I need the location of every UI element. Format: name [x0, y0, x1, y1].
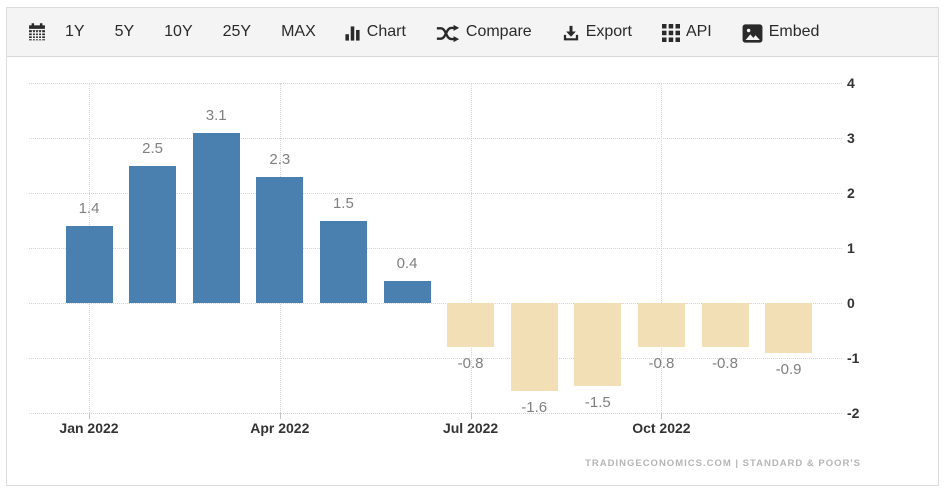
chart-button[interactable]: Chart: [344, 23, 406, 41]
x-tick-label: Apr 2022: [250, 420, 310, 436]
calendar-button[interactable]: [27, 22, 51, 42]
range-button-10y[interactable]: 10Y: [164, 23, 193, 40]
y-tick-label: 0: [847, 295, 855, 311]
bar-jan-2022[interactable]: [65, 226, 113, 303]
chart-panel: 1Y 5Y 10Y 25Y MAX Chart Compare Export API Embed…: [6, 7, 939, 486]
calendar-icon: [27, 22, 47, 42]
bar-value-label: -1.5: [584, 393, 611, 411]
action-buttons: Chart Compare Export API Embed: [344, 23, 820, 43]
bar-value-label: -0.9: [775, 360, 802, 378]
bar-dec-2022[interactable]: [765, 303, 813, 353]
gridline-y--1: [29, 358, 842, 359]
bar-chart-icon: [344, 25, 361, 42]
bar-value-label: -1.6: [521, 399, 548, 416]
bar-mar-2022[interactable]: [192, 132, 240, 303]
bar-value-label: 2.5: [142, 139, 164, 157]
gridline-y--2: [29, 413, 842, 414]
gridline-y-0: [29, 303, 842, 304]
x-axis-tick: [89, 413, 90, 419]
y-tick-label: 4: [847, 75, 855, 91]
bar-feb-2022[interactable]: [129, 165, 177, 303]
y-axis-labels: 4 3 2 1 0 -1 -2: [847, 75, 887, 421]
gridline-y-2: [29, 193, 842, 194]
y-tick-label: 1: [847, 240, 855, 256]
bar-value-label: 2.3: [269, 150, 291, 168]
bar-apr-2022[interactable]: [256, 176, 304, 303]
x-tick-label: Jul 2022: [442, 420, 499, 436]
export-label: Export: [585, 23, 632, 40]
range-button-25y[interactable]: 25Y: [222, 23, 252, 40]
bar-jun-2022[interactable]: [383, 281, 431, 303]
bar-nov-2022[interactable]: [701, 303, 749, 347]
gridline-y-3: [29, 138, 842, 139]
gridline-y-1: [29, 248, 842, 249]
toolbar: 1Y 5Y 10Y 25Y MAX Chart Compare Export API Embed: [7, 8, 938, 57]
y-tick-label: -2: [847, 405, 860, 421]
x-tick-label: Jan 2022: [59, 420, 119, 436]
range-buttons: 1Y 5Y 10Y 25Y MAX: [65, 23, 316, 41]
bar-aug-2022[interactable]: [510, 303, 558, 391]
shuffle-icon: [436, 24, 460, 43]
chart-area: Jan 2022 Apr 2022 Jul 2022 Oct 2022 1.4 2.5 3.…: [7, 57, 938, 485]
x-axis-tick: [470, 413, 472, 419]
export-button[interactable]: Export: [562, 23, 632, 41]
api-button[interactable]: API: [661, 23, 712, 42]
attribution: TRADINGECONOMICS.COM | STANDARD & POOR'S: [585, 458, 861, 469]
bar-value-label: 1.5: [332, 194, 354, 212]
gridline-y-4: [29, 83, 842, 84]
embed-label: Embed: [768, 23, 820, 40]
y-tick-label: 2: [847, 185, 855, 201]
bar-value-label: 3.1: [205, 106, 227, 124]
bar-value-label: 0.4: [396, 255, 418, 272]
bar-value-label: -0.8: [648, 355, 675, 372]
x-tick-label: Oct 2022: [632, 420, 691, 436]
bar-jul-2022[interactable]: [447, 303, 495, 347]
range-button-5y[interactable]: 5Y: [114, 23, 135, 40]
image-icon: [742, 23, 763, 43]
y-tick-label: -1: [847, 350, 860, 366]
bar-sep-2022[interactable]: [574, 303, 622, 386]
bar-may-2022[interactable]: [319, 220, 367, 303]
compare-button[interactable]: Compare: [436, 23, 532, 42]
chart-label: Chart: [366, 23, 406, 40]
bar-oct-2022[interactable]: [637, 303, 685, 347]
gridline-x: [661, 83, 663, 413]
download-icon: [562, 24, 580, 42]
plot-area: Jan 2022 Apr 2022 Jul 2022 Oct 2022 1.4 2.5 3.…: [29, 83, 842, 436]
x-axis-tick: [279, 413, 281, 419]
api-label: API: [685, 23, 712, 40]
bar-value-label: -0.8: [457, 355, 484, 372]
embed-button[interactable]: Embed: [742, 23, 820, 43]
compare-label: Compare: [465, 23, 532, 40]
range-button-1y[interactable]: 1Y: [65, 23, 85, 40]
grid-icon: [661, 24, 680, 42]
y-tick-label: 3: [847, 130, 855, 146]
bar-value-label: 1.4: [78, 200, 100, 217]
range-button-max[interactable]: MAX: [281, 23, 316, 40]
x-axis-tick: [661, 413, 663, 419]
gridline-x: [470, 83, 472, 413]
bar-value-label: -0.8: [712, 355, 738, 372]
